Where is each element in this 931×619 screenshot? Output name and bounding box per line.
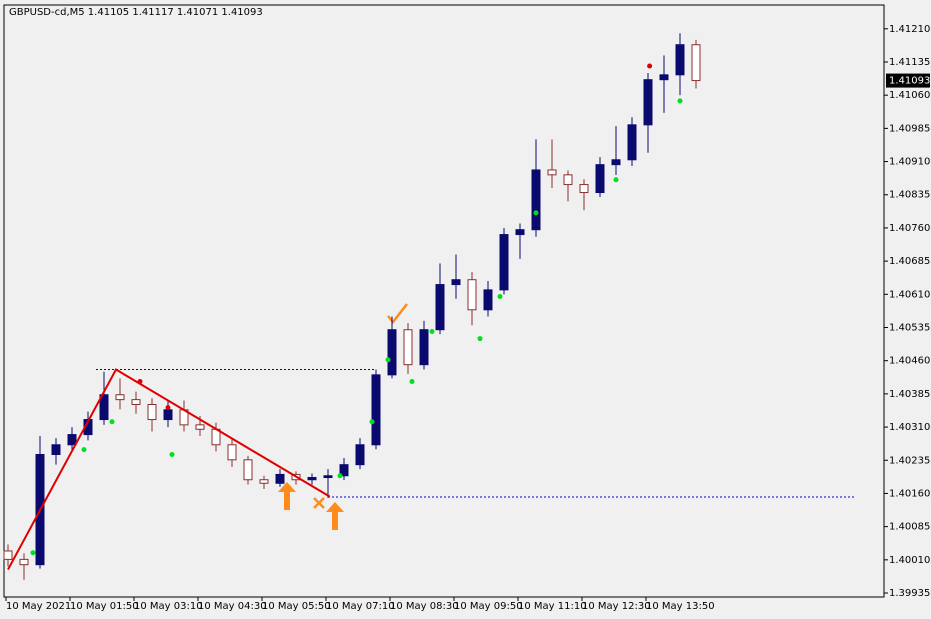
candle-body xyxy=(243,459,253,481)
x-tick-label: 10 May 2021 xyxy=(6,601,71,612)
up-dots xyxy=(169,452,175,458)
candle-body xyxy=(563,174,573,186)
x-tick-label: 10 May 03:10 xyxy=(134,601,203,612)
up-dots xyxy=(109,419,115,425)
x-tick-label: 10 May 01:50 xyxy=(70,601,139,612)
candle-body xyxy=(131,399,141,406)
candle-body xyxy=(355,444,365,466)
signal-arrows xyxy=(278,303,408,530)
x-tick-label: 10 May 12:30 xyxy=(582,601,651,612)
y-tick-label: 1.40760 xyxy=(889,223,930,234)
y-tick-label: 1.41210 xyxy=(889,24,930,35)
candle-body xyxy=(403,329,413,366)
candle-body xyxy=(675,44,685,76)
candle-body xyxy=(147,404,157,421)
candle-body xyxy=(691,44,701,82)
y-tick-label: 1.40685 xyxy=(889,256,930,267)
x-tick-label: 10 May 04:30 xyxy=(198,601,267,612)
candle-body xyxy=(259,479,269,484)
candle-body xyxy=(659,74,669,81)
y-tick-label: 1.40610 xyxy=(889,289,930,300)
candle-body xyxy=(531,169,541,231)
candle-body xyxy=(611,159,621,166)
candle-body xyxy=(99,394,109,421)
y-tick-label: 1.39935 xyxy=(889,588,930,599)
y-tick-label: 1.40985 xyxy=(889,123,930,134)
arrow-up xyxy=(326,502,344,530)
y-tick-label: 1.40310 xyxy=(889,422,930,433)
candle-body xyxy=(195,424,205,430)
chart-title: GBPUSD-cd,M5 1.41105 1.41117 1.41071 1.4… xyxy=(9,7,263,18)
candle-body xyxy=(307,477,317,481)
candle-body xyxy=(227,444,237,461)
candle-body xyxy=(67,434,77,446)
y-tick-label: 1.40085 xyxy=(889,522,930,533)
candle-body xyxy=(115,394,125,401)
y-tick-label: 1.40535 xyxy=(889,323,930,334)
candle-body xyxy=(339,464,349,477)
candle-body xyxy=(435,284,445,331)
candle-body xyxy=(547,169,557,176)
up-dots xyxy=(677,98,683,104)
arrow-up xyxy=(278,482,296,510)
price-box xyxy=(886,73,930,88)
up-dots xyxy=(409,378,415,384)
candle-body xyxy=(643,79,653,126)
y-tick-label: 1.40160 xyxy=(889,488,930,499)
candle-body xyxy=(3,550,13,560)
up-dots xyxy=(429,328,435,334)
cross-mark xyxy=(313,497,325,509)
y-tick-label: 1.40835 xyxy=(889,190,930,201)
candle-body xyxy=(387,329,397,376)
current-price: 1.41093 xyxy=(889,76,930,87)
down-dots xyxy=(165,405,171,411)
check-mark xyxy=(387,303,408,324)
candle-body xyxy=(595,164,605,194)
x-tick-label: 10 May 05:50 xyxy=(262,601,331,612)
up-dots xyxy=(30,550,36,556)
candle-body xyxy=(515,229,525,236)
candle-body xyxy=(579,184,589,194)
down-dots xyxy=(137,378,143,384)
candle-body xyxy=(483,289,493,311)
y-tick-label: 1.40910 xyxy=(889,157,930,168)
candle-body xyxy=(371,374,381,446)
up-dots xyxy=(533,210,539,216)
y-tick-label: 1.40235 xyxy=(889,455,930,466)
down-dots xyxy=(647,63,653,69)
candle-body xyxy=(163,409,173,421)
y-tick-label: 1.40385 xyxy=(889,389,930,400)
up-dots xyxy=(613,177,619,183)
x-tick-label: 10 May 13:50 xyxy=(646,601,715,612)
up-dots xyxy=(337,473,343,479)
candle-body xyxy=(19,558,29,566)
candle-body xyxy=(419,329,429,366)
x-tick-label: 10 May 09:50 xyxy=(454,601,523,612)
up-dots xyxy=(369,419,375,425)
x-tick-label: 10 May 08:30 xyxy=(390,601,459,612)
candle-body xyxy=(323,475,333,479)
zigzag-line xyxy=(7,368,331,571)
x-tick-label: 10 May 07:10 xyxy=(326,601,395,612)
up-dots xyxy=(477,336,483,342)
candle-body xyxy=(467,279,477,311)
candle-body xyxy=(51,444,61,456)
candle-body xyxy=(451,279,461,286)
x-tick-label: 10 May 11:10 xyxy=(518,601,587,612)
y-tick-label: 1.40010 xyxy=(889,555,930,566)
up-dots xyxy=(81,447,87,453)
up-dots xyxy=(497,294,503,300)
candle-body xyxy=(499,234,509,291)
candle-body xyxy=(627,124,637,161)
y-tick-label: 1.41135 xyxy=(889,57,930,68)
candle-body xyxy=(275,473,285,484)
y-tick-label: 1.41060 xyxy=(889,90,930,101)
up-dots xyxy=(385,357,391,363)
y-tick-label: 1.40460 xyxy=(889,356,930,367)
